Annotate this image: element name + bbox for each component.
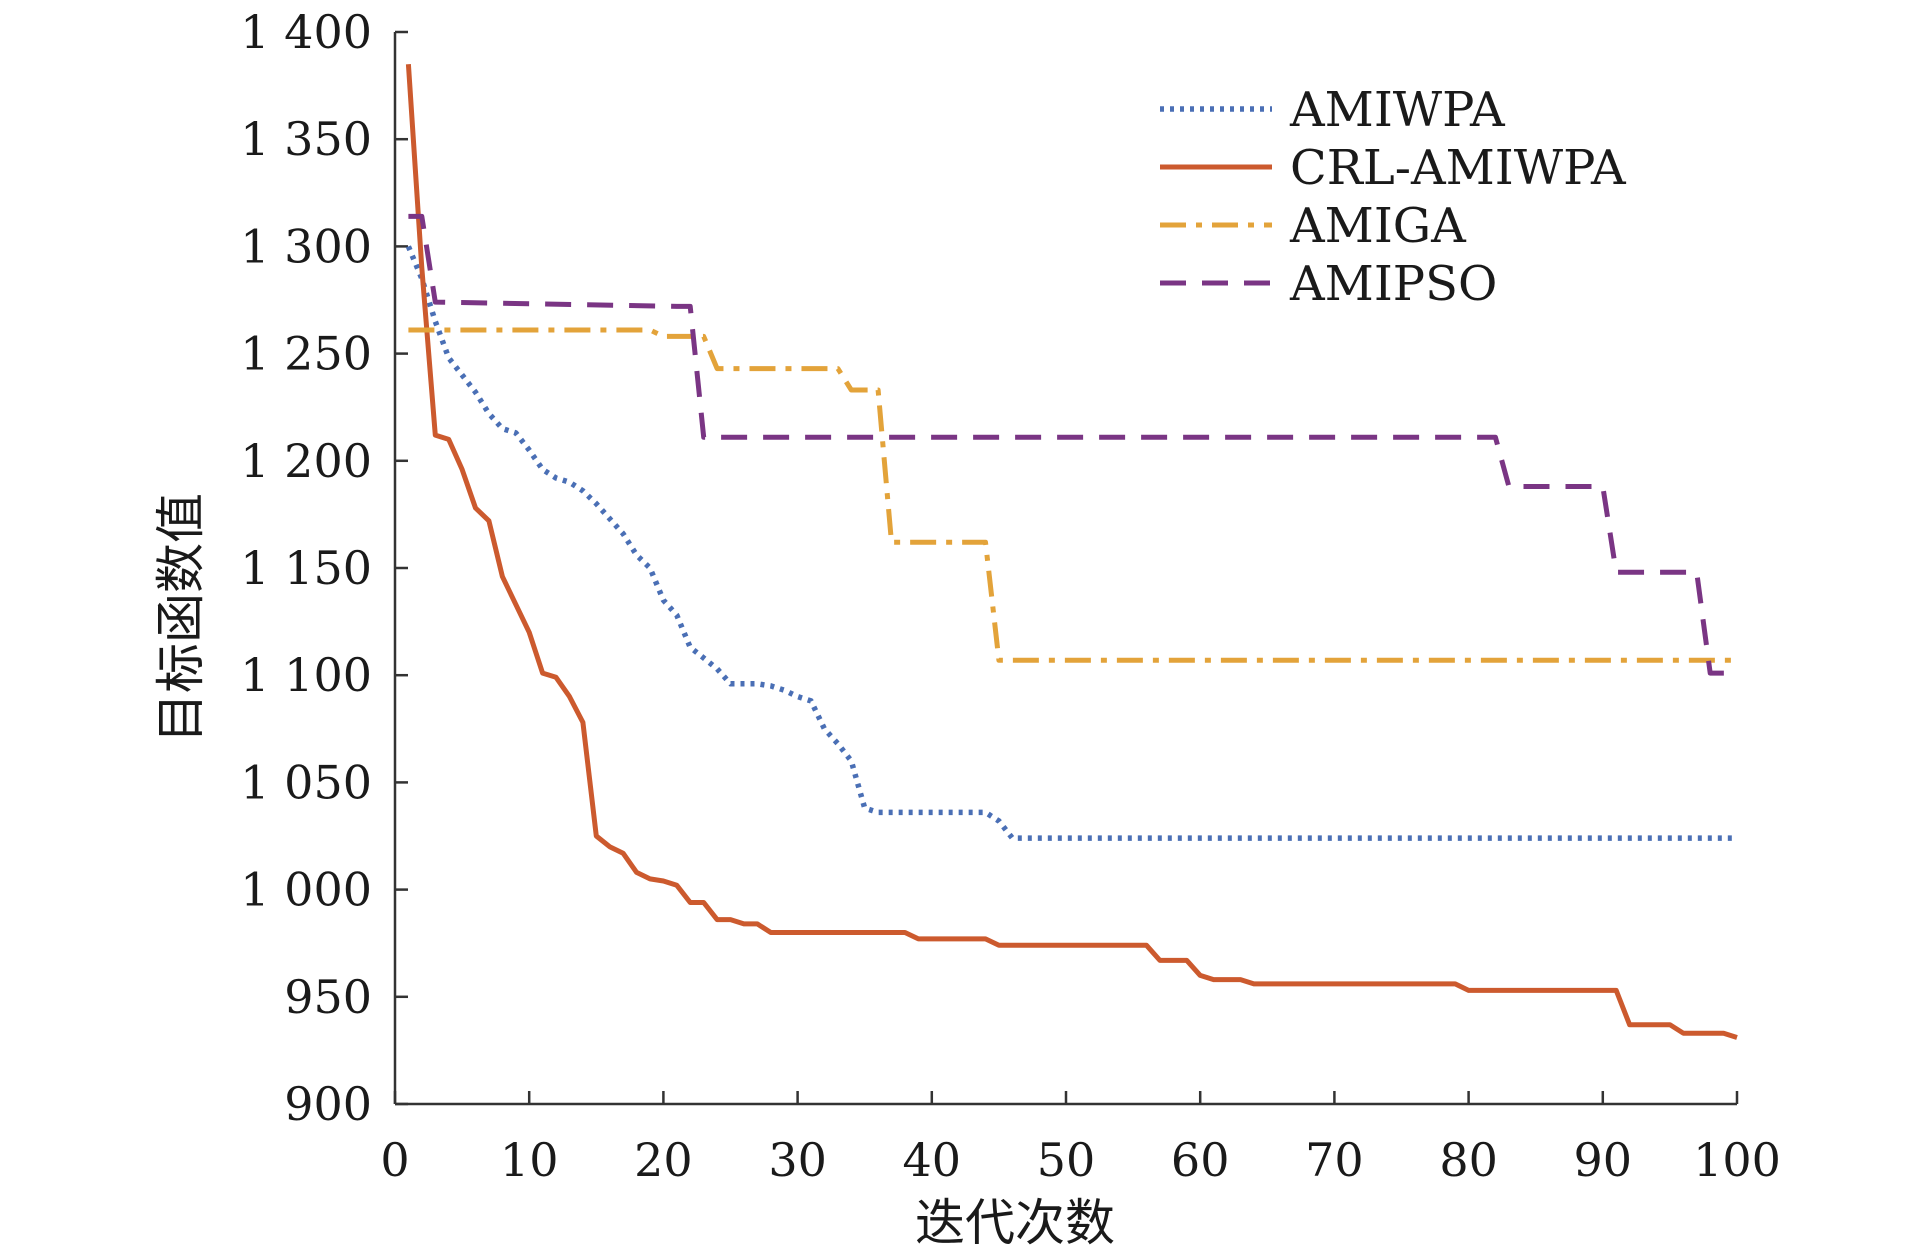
- y-tick-label: 1 100: [240, 648, 372, 702]
- x-tick-label: 70: [1305, 1133, 1364, 1187]
- y-tick-label: 1 300: [240, 219, 372, 273]
- y-tick-label: 1 000: [240, 863, 372, 917]
- y-tick-label: 1 050: [240, 755, 372, 809]
- series-line-amipso: [408, 213, 1737, 676]
- legend-label-amiga: AMIGA: [1289, 198, 1467, 254]
- y-tick-label: 1 150: [240, 541, 372, 595]
- x-axis-title: 迭代次数: [915, 1194, 1115, 1252]
- y-tick-label: 1 400: [240, 5, 372, 59]
- x-tick-label: 60: [1171, 1133, 1230, 1187]
- series-lines: [405, 64, 1738, 1040]
- x-tick-label: 10: [500, 1133, 559, 1187]
- legend-label-amipso: AMIPSO: [1289, 256, 1497, 312]
- legend-label-crl-amiwpa: CRL-AMIWPA: [1290, 140, 1627, 196]
- x-tick-label: 80: [1439, 1133, 1498, 1187]
- x-tick-label: 50: [1037, 1133, 1096, 1187]
- x-tick-label: 0: [380, 1133, 409, 1187]
- y-tick-label: 1 250: [240, 327, 372, 381]
- y-tick-label: 1 350: [240, 112, 372, 166]
- x-tick-label: 100: [1693, 1133, 1781, 1187]
- x-tick-label: 40: [903, 1133, 962, 1187]
- y-tick-label: 950: [284, 970, 372, 1024]
- x-tick-label: 90: [1574, 1133, 1633, 1187]
- series-line-crl-amiwpa: [405, 64, 1738, 1040]
- y-tick-label: 1 200: [240, 434, 372, 488]
- y-tick-label: 900: [284, 1077, 372, 1131]
- series-line-amiwpa: [405, 245, 1737, 841]
- x-tick-label: 30: [768, 1133, 827, 1187]
- legend-label-amiwpa: AMIWPA: [1289, 82, 1506, 138]
- series-line-amiga: [408, 327, 1737, 663]
- y-axis-title: 目标函数值: [152, 493, 210, 743]
- x-tick-label: 20: [634, 1133, 693, 1187]
